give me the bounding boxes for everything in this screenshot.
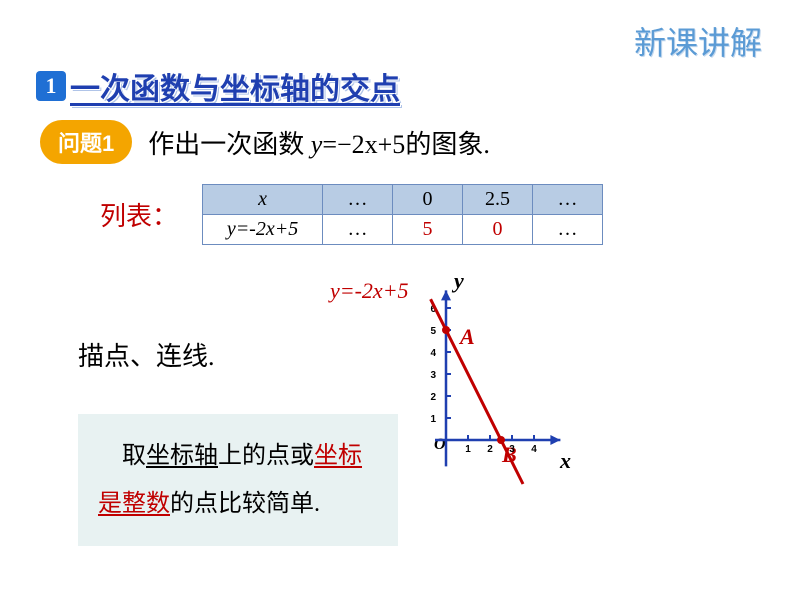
th-dots1: … <box>323 185 393 215</box>
step2-label: 描点、连线. <box>78 336 215 373</box>
section-heading: 1 一次函数与坐标轴的交点 <box>36 64 400 108</box>
question-text: 作出一次函数 y=−2x+5的图象. <box>148 124 490 161</box>
th-x: x <box>203 185 323 215</box>
note-box: 取坐标轴上的点或坐标是整数的点比较简单. <box>78 414 398 546</box>
heading-number: 1 <box>36 71 66 101</box>
table-header-row: x … 0 2.5 … <box>203 185 603 215</box>
th-2p5: 2.5 <box>463 185 533 215</box>
svg-text:2: 2 <box>430 392 436 403</box>
th-dots2: … <box>533 185 603 215</box>
corner-label: 新课讲解 <box>634 18 762 64</box>
table-section: 列表： x … 0 2.5 … y=-2x+5 … 5 0 … <box>100 184 603 245</box>
question-row: 问题1 作出一次函数 y=−2x+5的图象. <box>40 120 490 164</box>
td-label: y=-2x+5 <box>203 215 323 245</box>
table-data-row: y=-2x+5 … 5 0 … <box>203 215 603 245</box>
heading-text: 一次函数与坐标轴的交点 <box>70 64 400 108</box>
svg-text:2: 2 <box>487 444 493 455</box>
question-badge: 问题1 <box>40 120 132 164</box>
table-label: 列表： <box>100 196 178 233</box>
svg-text:3: 3 <box>509 444 515 455</box>
svg-text:1: 1 <box>430 414 436 425</box>
svg-text:5: 5 <box>430 326 436 337</box>
equation-label: y=-2x+5 <box>330 278 409 304</box>
svg-text:4: 4 <box>531 444 537 455</box>
coordinate-graph: 1234561234 <box>420 272 660 492</box>
svg-text:3: 3 <box>430 370 436 381</box>
svg-text:1: 1 <box>465 444 471 455</box>
td-0: … <box>323 215 393 245</box>
values-table: x … 0 2.5 … y=-2x+5 … 5 0 … <box>202 184 603 245</box>
svg-text:4: 4 <box>430 348 436 359</box>
td-2: 0 <box>463 215 533 245</box>
td-3: … <box>533 215 603 245</box>
td-1: 5 <box>393 215 463 245</box>
th-0: 0 <box>393 185 463 215</box>
